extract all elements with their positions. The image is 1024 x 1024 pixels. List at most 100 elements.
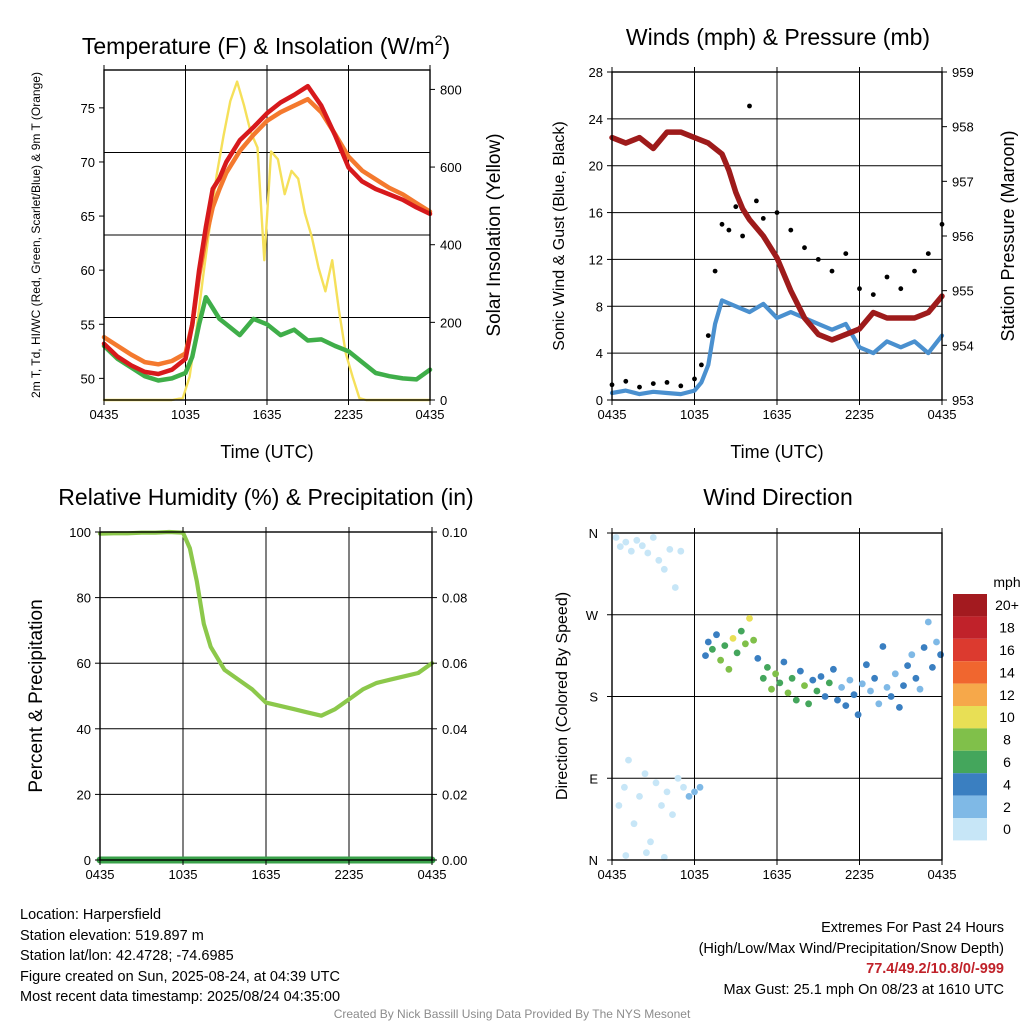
direction-point	[846, 676, 854, 684]
direction-point	[709, 645, 716, 653]
direction-point	[933, 638, 940, 646]
gust-point	[870, 292, 876, 297]
direction-point	[908, 651, 916, 659]
y-tick-label: 100	[69, 525, 91, 540]
direction-point	[916, 685, 924, 693]
direction-point	[612, 534, 620, 541]
direction-point	[666, 546, 674, 553]
y2-tick-label: 800	[440, 82, 462, 97]
direction-point	[904, 662, 911, 669]
y-axis-label: Percent & Precipitation	[26, 599, 47, 792]
recent-data-text: Most recent data timestamp: 2025/08/24 0…	[20, 989, 341, 1005]
direction-point	[633, 536, 641, 544]
temperature-panel: Temperature (F) & Insolation (W/m2) 0435…	[29, 32, 505, 462]
y-tick-label: 16	[589, 206, 603, 221]
colorbar-swatch	[953, 706, 987, 729]
direction-point	[797, 667, 804, 675]
extremes-title: Extremes For Past 24 Hours	[821, 920, 1004, 936]
direction-point	[830, 665, 837, 673]
colorbar-title: mph	[993, 574, 1020, 590]
colorbar-swatch	[953, 594, 987, 617]
x-tick-label: 0435	[598, 407, 627, 422]
y-tick-label: 70	[81, 155, 95, 170]
y2-tick-label: 955	[952, 284, 974, 299]
direction-point	[750, 636, 757, 644]
y-tick-label: 4	[596, 346, 603, 361]
direction-point	[677, 547, 685, 555]
gust-point	[884, 274, 890, 280]
direction-point	[887, 693, 895, 700]
direction-point	[669, 811, 676, 818]
y2-tick-label: 200	[440, 315, 462, 330]
x-tick-label: 0435	[928, 407, 957, 422]
gust-point	[754, 198, 759, 204]
winds-panel: Winds (mph) & Pressure (mb) 0435 1035 1635…	[551, 24, 1018, 462]
gust-point	[857, 286, 862, 292]
y2-tick-label: 0.08	[442, 591, 467, 606]
y-tick-label: 40	[77, 722, 91, 737]
direction-point	[879, 643, 887, 650]
gust-point	[692, 376, 697, 382]
direction-point	[875, 700, 883, 708]
direction-point	[680, 783, 687, 791]
x-tick-label: 1635	[252, 867, 281, 882]
direction-point	[863, 661, 870, 669]
direction-point	[671, 584, 679, 591]
gust-point	[733, 204, 739, 210]
y-axis-label: Direction (Colored By Speed)	[554, 592, 571, 800]
colorbar-swatch	[953, 661, 987, 684]
direction-point	[643, 849, 650, 857]
extremes-values: 77.4/49.2/10.8/0/-999	[866, 961, 1004, 977]
direction-point	[655, 556, 663, 564]
grid	[612, 533, 942, 860]
solar-insolation-line	[102, 80, 432, 402]
y2-tick-label: 0.04	[442, 722, 467, 737]
extremes-info: Extremes For Past 24 Hours (High/Low/Max…	[699, 918, 1004, 1000]
temperature-2m-line	[101, 83, 433, 377]
gust-point	[678, 383, 684, 389]
y2-tick-label: 953	[952, 393, 974, 408]
gust-point	[760, 216, 766, 221]
x-tick-label: 2235	[334, 407, 363, 422]
colorbar-swatch	[953, 750, 987, 774]
colorbar-label: 12	[999, 687, 1015, 703]
y-tick-label: N	[589, 853, 598, 868]
x-tick-label: 1035	[680, 407, 709, 422]
direction-point	[850, 691, 858, 699]
direction-points	[612, 534, 944, 861]
station-info: Location: Harpersfield Station elevation…	[20, 905, 340, 1008]
created-text: Figure created on Sun, 2025-08-24, at 04…	[20, 968, 340, 985]
direction-point	[636, 793, 643, 800]
y-tick-label: 8	[596, 299, 603, 314]
gust-point	[740, 233, 745, 239]
direction-point	[929, 664, 936, 671]
direction-point	[660, 853, 668, 861]
direction-point	[772, 670, 779, 678]
y2-tick-label: 0.02	[442, 787, 467, 802]
grid	[100, 532, 432, 860]
y-tick-label: 65	[81, 209, 95, 224]
colorbar-swatch	[953, 818, 987, 841]
x-tick-label: 0435	[418, 867, 447, 882]
direction-point	[737, 627, 745, 635]
colorbar-swatch	[953, 773, 987, 796]
x-tick-label: 1635	[763, 407, 792, 422]
gust-points	[609, 103, 945, 390]
x-tick-label: 0435	[90, 407, 119, 422]
y2-tick-label: 958	[952, 120, 974, 135]
direction-point	[788, 674, 796, 682]
gust-point	[712, 268, 718, 274]
gust-point	[843, 251, 849, 256]
direction-point	[838, 684, 845, 691]
direction-point	[801, 682, 808, 689]
speed-colorbar: mph 20+ 18 16 14 12 10 8 6 4 2 0	[953, 574, 1021, 841]
direction-point	[733, 649, 741, 657]
direction-point	[896, 704, 903, 711]
direction-point	[742, 640, 749, 648]
y-tick-label: 0	[596, 393, 603, 408]
humidity-panel: Relative Humidity (%) & Precipitation (i…	[26, 484, 474, 882]
y-axis-label: 2m T, Td, HI/WC (Red, Green, Scarlet/Blu…	[29, 72, 43, 398]
direction-point	[759, 674, 767, 682]
direction-point	[658, 802, 665, 809]
direction-point	[721, 642, 729, 649]
